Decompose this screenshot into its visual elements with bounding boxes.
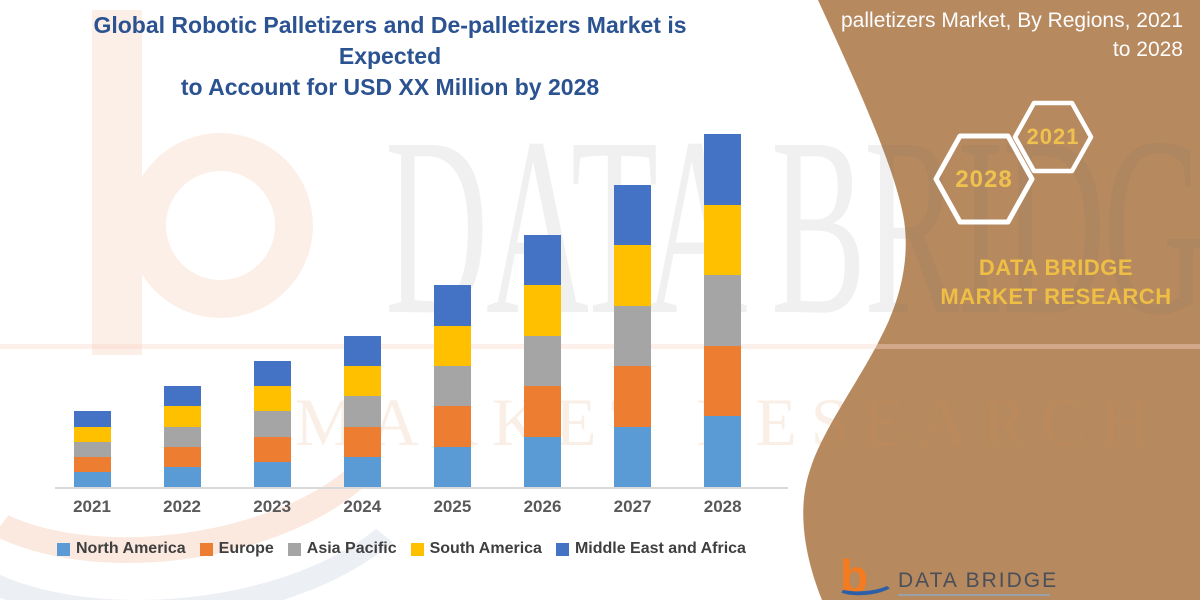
chart-title-line1: Global Robotic Palletizers and De-pallet… bbox=[93, 12, 687, 69]
legend-swatch-icon bbox=[410, 542, 424, 556]
bar-segment-asia-pacific-2023 bbox=[253, 411, 291, 437]
bar-segment-middle-east-and-africa-2028 bbox=[704, 134, 742, 205]
bar-segment-south-america-2028 bbox=[704, 204, 742, 276]
bar-segment-asia-pacific-2022 bbox=[163, 426, 201, 447]
bar-segment-middle-east-and-africa-2024 bbox=[343, 335, 381, 367]
bar-segment-south-america-2023 bbox=[253, 386, 291, 412]
bar-segment-north-america-2025 bbox=[433, 446, 471, 487]
legend-item-middle-east-and-africa: Middle East and Africa bbox=[555, 540, 746, 558]
x-axis-label-2028: 2028 bbox=[703, 497, 742, 516]
x-axis-label-2023: 2023 bbox=[253, 497, 292, 516]
x-axis-label-2026: 2026 bbox=[523, 497, 562, 516]
bar-segment-north-america-2022 bbox=[163, 466, 201, 487]
x-axis-label-2027: 2027 bbox=[613, 497, 652, 516]
legend-label: Asia Pacific bbox=[306, 540, 397, 557]
bar-segment-north-america-2021 bbox=[73, 471, 111, 487]
x-axis-line bbox=[55, 487, 788, 489]
logo-underline bbox=[898, 594, 1050, 596]
bar-segment-middle-east-and-africa-2026 bbox=[524, 235, 561, 286]
bar-segment-south-america-2026 bbox=[524, 285, 561, 336]
bar-segment-middle-east-and-africa-2021 bbox=[73, 411, 111, 427]
bar-segment-middle-east-and-africa-2022 bbox=[163, 386, 201, 407]
panel-brand-text: DATA BRIDGE MARKET RESEARCH bbox=[940, 255, 1172, 309]
bar-segment-asia-pacific-2028 bbox=[704, 275, 742, 346]
bar-segment-north-america-2024 bbox=[343, 456, 381, 487]
bar-segment-north-america-2027 bbox=[614, 426, 652, 487]
watermark-horizontal-band bbox=[0, 344, 1200, 349]
bar-segment-middle-east-and-africa-2025 bbox=[433, 285, 471, 326]
watermark-logo-b-stem bbox=[92, 10, 142, 355]
bar-segment-south-america-2021 bbox=[73, 426, 111, 442]
legend-item-south-america: South America bbox=[410, 540, 542, 558]
x-axis-label-2021: 2021 bbox=[73, 497, 111, 516]
legend-label: Middle East and Africa bbox=[574, 540, 746, 557]
x-axis-label-2022: 2022 bbox=[163, 497, 201, 516]
panel-heading-line2: to 2028 bbox=[1112, 38, 1183, 61]
bar-segment-europe-2028 bbox=[704, 345, 742, 417]
legend-swatch-icon bbox=[57, 542, 70, 556]
bar-segment-europe-2022 bbox=[163, 446, 201, 467]
chart-title-line2: to Account for USD XX Million by 2028 bbox=[180, 74, 600, 100]
legend-swatch-icon bbox=[287, 542, 301, 556]
bar-segment-asia-pacific-2027 bbox=[614, 305, 652, 367]
legend-item-north-america: North America bbox=[57, 540, 186, 558]
bar-segment-south-america-2024 bbox=[343, 366, 381, 397]
bar-segment-europe-2023 bbox=[253, 436, 291, 462]
bar-segment-north-america-2028 bbox=[704, 416, 742, 487]
legend-label: Europe bbox=[218, 540, 274, 557]
bar-segment-north-america-2026 bbox=[524, 436, 561, 487]
hexagon-2021 bbox=[1012, 100, 1094, 174]
bar-segment-south-america-2025 bbox=[433, 325, 471, 367]
footer-logo: b DATA BRIDGE MARKET RESEARCH bbox=[836, 557, 1096, 600]
legend-swatch-icon bbox=[199, 542, 213, 556]
legend-item-europe: Europe bbox=[199, 540, 274, 558]
bar-segment-asia-pacific-2021 bbox=[73, 441, 111, 457]
bar-segment-europe-2027 bbox=[614, 366, 652, 427]
bar-segment-middle-east-and-africa-2027 bbox=[614, 184, 652, 246]
badge-year-2028: 2028 bbox=[955, 166, 1013, 193]
bar-segment-asia-pacific-2025 bbox=[433, 366, 471, 407]
legend-item-asia-pacific: Asia Pacific bbox=[287, 540, 397, 558]
x-axis-label-2024: 2024 bbox=[343, 497, 382, 516]
bar-segment-asia-pacific-2024 bbox=[343, 396, 381, 427]
bar-segment-asia-pacific-2026 bbox=[524, 335, 561, 387]
logo-b-icon: b bbox=[840, 557, 869, 600]
legend-label: North America bbox=[76, 540, 186, 557]
logo-tagline: MARKET RESEARCH bbox=[898, 597, 1096, 600]
badge-year-2021: 2021 bbox=[1026, 124, 1080, 149]
chart-title: Global Robotic Palletizers and De-pallet… bbox=[40, 10, 740, 103]
bar-segment-south-america-2027 bbox=[614, 245, 652, 306]
bar-segment-europe-2025 bbox=[433, 406, 471, 447]
bar-segment-europe-2024 bbox=[343, 426, 381, 457]
chart-legend: North America Europe Asia Pacific South Ame… bbox=[57, 540, 746, 558]
bar-segment-europe-2026 bbox=[524, 386, 561, 437]
hexagon-2028 bbox=[933, 133, 1035, 225]
x-axis-label-2025: 2025 bbox=[433, 497, 472, 516]
logo-wordmark: DATA BRIDGE bbox=[898, 569, 1059, 592]
bar-segment-europe-2021 bbox=[73, 456, 111, 472]
bar-segment-middle-east-and-africa-2023 bbox=[253, 361, 291, 387]
bar-segment-south-america-2022 bbox=[163, 406, 201, 427]
legend-swatch-icon bbox=[555, 542, 569, 556]
hexagon-badges bbox=[933, 100, 1094, 225]
legend-label: South America bbox=[429, 540, 542, 557]
panel-heading: palletizers Market, By Regions, 2021 to … bbox=[808, 6, 1183, 64]
watermark-data-bridge-text: DATA BRIDGE bbox=[385, 86, 1200, 368]
panel-heading-line1: palletizers Market, By Regions, 2021 bbox=[841, 9, 1183, 32]
bar-segment-north-america-2023 bbox=[253, 461, 291, 487]
